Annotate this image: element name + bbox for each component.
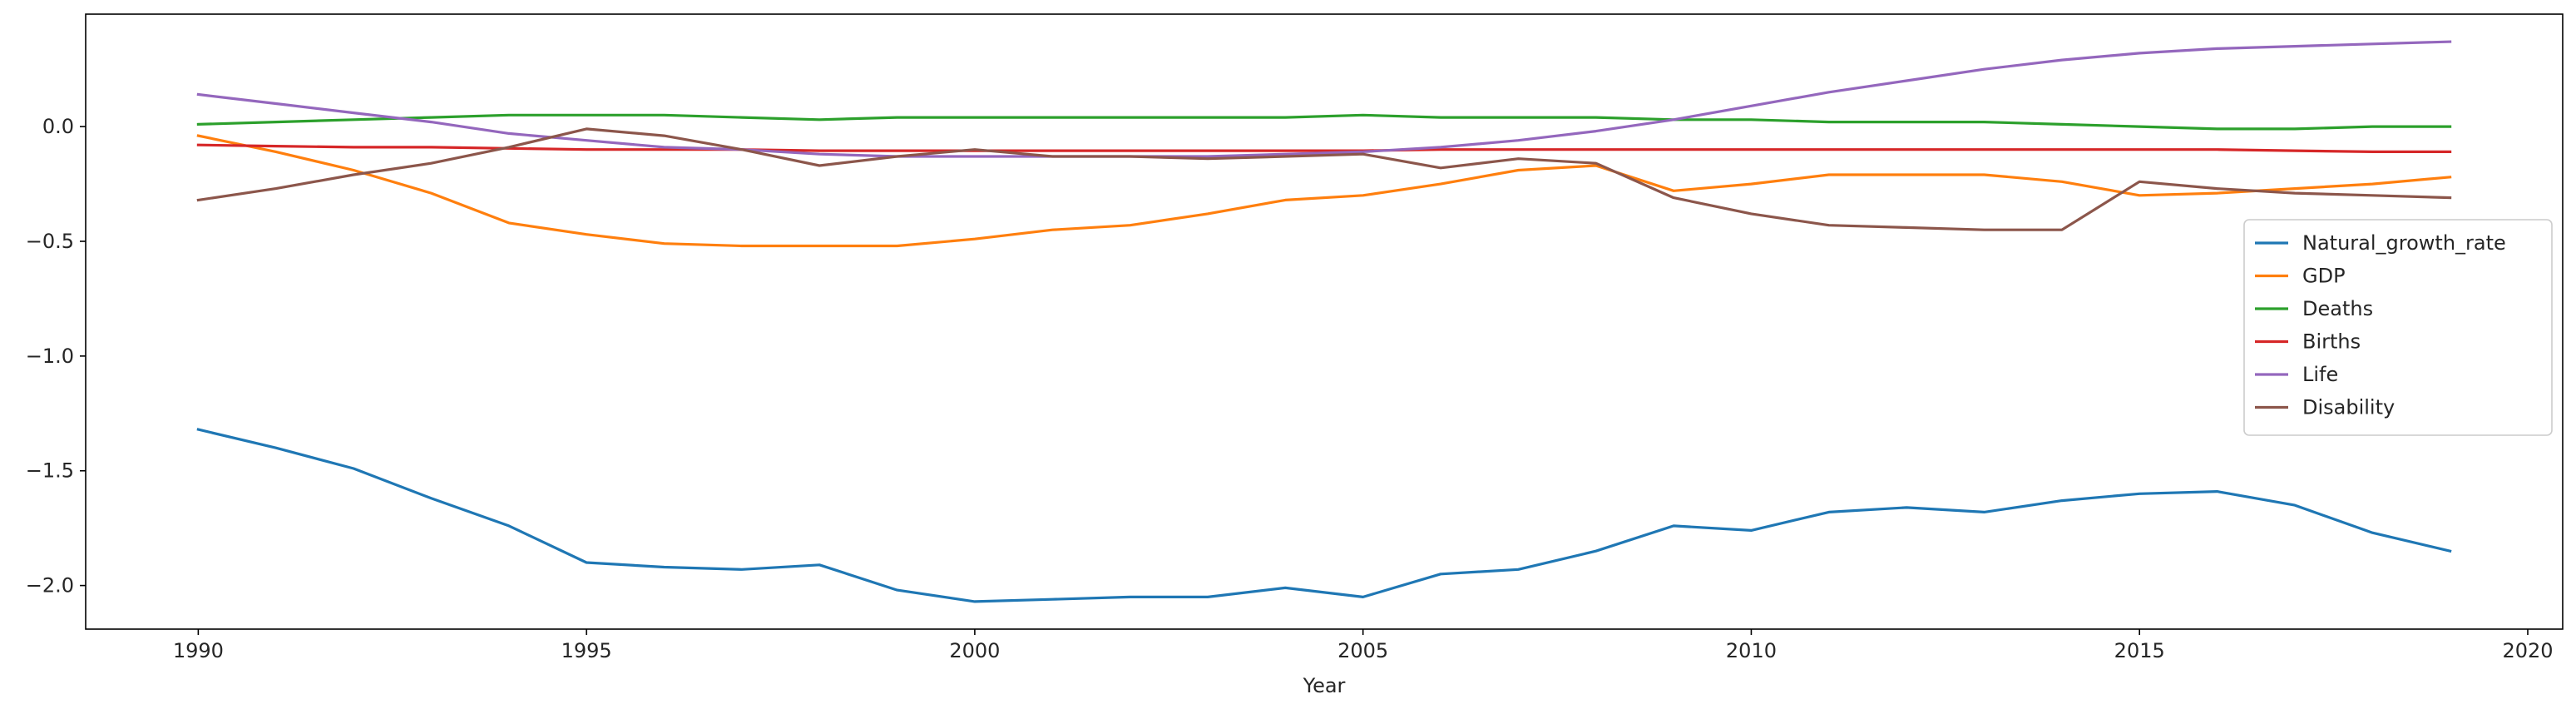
- x-tick-label: 1995: [561, 639, 612, 662]
- x-axis-ticks: 1990 1995 2000 2005 2010 2015 2020: [173, 629, 2554, 662]
- series-line-disability: [196, 127, 2452, 231]
- legend-label: GDP: [2302, 265, 2346, 288]
- x-tick-label: 2015: [2114, 639, 2165, 662]
- legend-item: Natural_growth_rate: [2255, 231, 2506, 255]
- axes-frame: [85, 13, 2564, 630]
- x-tick-label: 1990: [173, 639, 224, 662]
- x-tick-label: 2010: [1726, 639, 1777, 662]
- legend: Natural_growth_rate GDP Deaths Births Life Di…: [2243, 219, 2553, 436]
- y-tick-label: −1.0: [26, 345, 74, 368]
- legend-label: Disability: [2302, 396, 2395, 419]
- y-tick-label: 0.0: [42, 115, 74, 138]
- y-tick-label: −2.0: [26, 574, 74, 597]
- y-tick-label: −0.5: [26, 230, 74, 253]
- series-layer: [196, 40, 2452, 603]
- legend-item: Deaths: [2255, 297, 2373, 320]
- plot-area: 1990 1995 2000 2005 2010 2015 2020 0.0 −0.5 −1.0…: [26, 13, 2564, 662]
- legend-label: Deaths: [2302, 297, 2373, 320]
- x-axis-label: Year: [1303, 674, 1346, 697]
- legend-box: [2243, 219, 2553, 436]
- legend-label: Births: [2302, 330, 2361, 354]
- x-tick-label: 2005: [1337, 639, 1388, 662]
- legend-item: Life: [2255, 363, 2338, 386]
- legend-item: GDP: [2255, 265, 2346, 288]
- legend-items: Natural_growth_rate GDP Deaths Births Life Di…: [2255, 231, 2506, 419]
- x-tick-label: 2020: [2502, 639, 2553, 662]
- y-tick-label: −1.5: [26, 459, 74, 483]
- series-line-deaths: [196, 113, 2452, 131]
- series-line-births: [196, 143, 2452, 153]
- series-line-natural-growth-rate: [196, 428, 2452, 603]
- x-tick-label: 2000: [949, 639, 1000, 662]
- legend-label: Natural_growth_rate: [2302, 231, 2506, 255]
- y-axis-ticks: 0.0 −0.5 −1.0 −1.5 −2.0: [26, 115, 86, 597]
- series-line-life: [196, 40, 2452, 158]
- series-line-gdp: [196, 134, 2452, 248]
- legend-item: Disability: [2255, 396, 2395, 419]
- legend-item: Births: [2255, 330, 2361, 354]
- legend-label: Life: [2302, 363, 2338, 386]
